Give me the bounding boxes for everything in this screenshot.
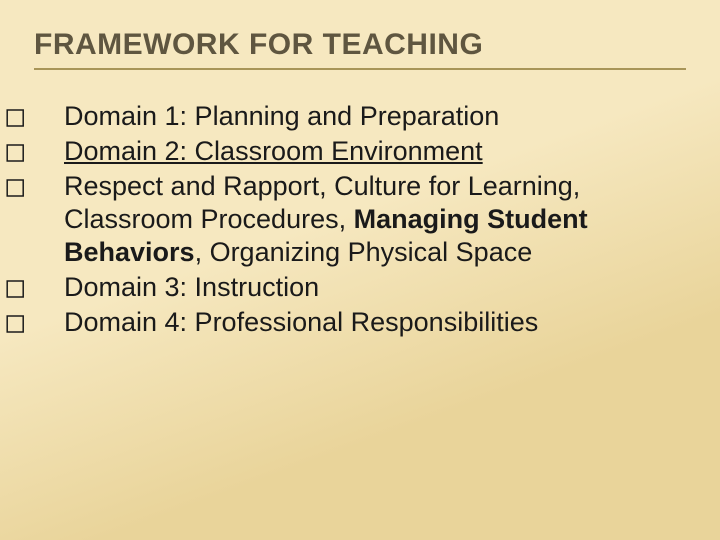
- domain-1-text: Domain 1: Planning and Preparation: [64, 101, 499, 131]
- bullet-domain-1: ◻Domain 1: Planning and Preparation: [34, 100, 686, 133]
- slide: FRAMEWORK FOR TEACHING ◻Domain 1: Planni…: [0, 0, 720, 540]
- domain-4-text: Domain 4: Professional Responsibilities: [64, 307, 538, 337]
- domain-3-text: Domain 3: Instruction: [64, 272, 319, 302]
- respect-text-post: , Organizing Physical Space: [195, 237, 533, 267]
- square-bullet-icon: ◻: [34, 271, 64, 304]
- bullet-respect: ◻Respect and Rapport, Culture for Learni…: [34, 170, 686, 269]
- domain-2-text: Domain 2: Classroom Environment: [64, 136, 483, 166]
- slide-title: FRAMEWORK FOR TEACHING: [34, 28, 686, 70]
- slide-body: ◻Domain 1: Planning and Preparation ◻Dom…: [34, 100, 686, 339]
- bullet-domain-4: ◻Domain 4: Professional Responsibilities: [34, 306, 686, 339]
- square-bullet-icon: ◻: [34, 100, 64, 133]
- square-bullet-icon: ◻: [34, 135, 64, 168]
- bullet-domain-2: ◻Domain 2: Classroom Environment: [34, 135, 686, 168]
- square-bullet-icon: ◻: [34, 170, 64, 203]
- slide-content: FRAMEWORK FOR TEACHING ◻Domain 1: Planni…: [0, 0, 720, 540]
- square-bullet-icon: ◻: [34, 306, 64, 339]
- bullet-domain-3: ◻Domain 3: Instruction: [34, 271, 686, 304]
